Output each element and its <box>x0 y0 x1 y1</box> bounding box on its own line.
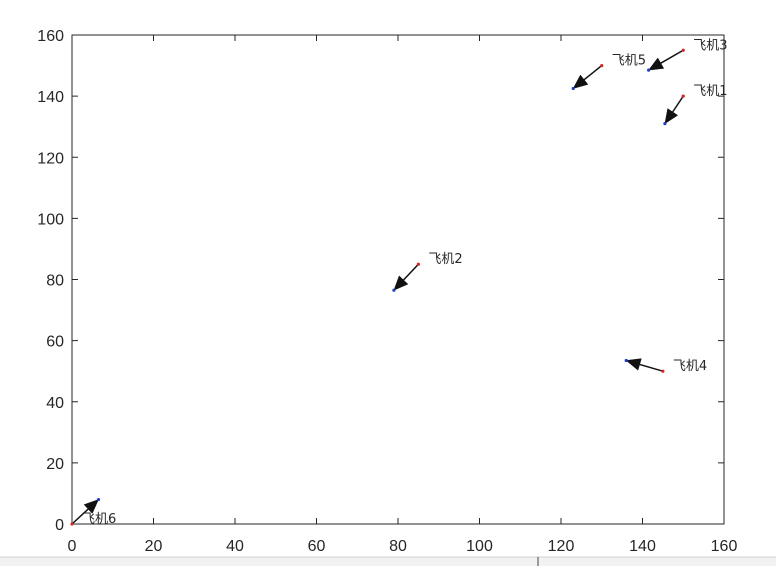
x-tick-label: 0 <box>68 538 77 555</box>
plane-label: 飞机4 <box>673 359 707 374</box>
plane-label: 飞机1 <box>693 84 727 99</box>
y-tick-label: 0 <box>55 517 64 534</box>
arrow-head <box>393 275 409 291</box>
x-tick-label: 120 <box>548 538 575 555</box>
end-point <box>571 86 575 91</box>
series-layer: 飞机1 飞机2 飞机3 飞机4 飞机5 飞机6 <box>70 38 728 527</box>
start-point <box>681 48 685 52</box>
x-tick-label: 40 <box>226 538 244 555</box>
plane-label: 飞机2 <box>428 252 462 267</box>
plane-label: 飞机5 <box>612 54 646 69</box>
start-point <box>681 94 685 98</box>
arrow-shaft <box>660 49 684 64</box>
x-tick-label: 100 <box>466 538 493 555</box>
x-axis: 0 20 40 60 80 100 120 140 160 <box>68 35 738 555</box>
plane-track: 飞机2 <box>392 252 463 292</box>
plane-label: 飞机3 <box>693 38 727 53</box>
start-point <box>661 369 665 373</box>
end-point <box>96 497 101 502</box>
x-tick-label: 140 <box>629 538 656 555</box>
arrow-shaft <box>402 263 419 281</box>
arrow-head <box>648 57 665 71</box>
arrow-shaft <box>672 95 684 113</box>
arrow-shaft <box>583 64 603 81</box>
y-tick-label: 20 <box>46 456 64 473</box>
x-tick-label: 60 <box>308 538 326 555</box>
arrow-head <box>572 74 589 89</box>
bottom-strip <box>0 556 776 566</box>
plane-track: 飞机4 <box>624 358 707 374</box>
y-axis: 0 20 40 60 80 100 120 140 160 <box>37 28 724 534</box>
plane-track: 飞机5 <box>571 54 646 91</box>
plane-track: 飞机1 <box>663 84 728 126</box>
y-tick-label: 60 <box>46 334 64 351</box>
arrow-shaft <box>71 508 89 525</box>
y-tick-label: 40 <box>46 395 64 412</box>
end-point <box>647 68 651 72</box>
end-point <box>663 122 667 126</box>
x-tick-label: 20 <box>145 538 163 555</box>
start-point <box>70 522 74 526</box>
y-tick-label: 160 <box>37 28 64 45</box>
x-tick-label: 80 <box>389 538 407 555</box>
y-tick-label: 80 <box>46 273 64 290</box>
end-point <box>392 288 396 292</box>
x-tick-label: 160 <box>711 538 738 555</box>
arrow-head <box>625 358 642 371</box>
plane-track: 飞机6 <box>70 497 116 527</box>
arrow-head <box>664 108 679 125</box>
start-point <box>600 63 604 68</box>
bottom-strip-bar <box>0 557 776 566</box>
y-tick-label: 120 <box>37 150 64 167</box>
y-tick-label: 100 <box>37 211 64 228</box>
plane-label: 飞机6 <box>82 512 116 527</box>
end-point <box>624 358 628 363</box>
start-point <box>416 262 420 266</box>
arrow-head <box>83 499 99 514</box>
plane-track: 飞机3 <box>647 38 728 72</box>
arrow-shaft <box>639 363 664 372</box>
y-tick-label: 140 <box>37 89 64 106</box>
